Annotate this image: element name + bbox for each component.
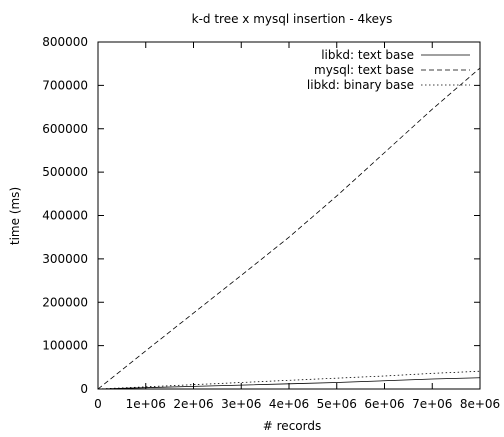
y-tick-label: 0: [80, 382, 88, 396]
y-tick-label: 100000: [42, 339, 88, 353]
x-tick-label: 7e+06: [412, 397, 452, 411]
series-lines: [97, 67, 481, 390]
x-tick-label: 6e+06: [364, 397, 404, 411]
chart-title: k-d tree x mysql insertion - 4keys: [192, 12, 393, 26]
legend-label: mysql: text base: [314, 63, 414, 77]
y-tick-label: 600000: [42, 122, 88, 136]
x-tick-label: 1e+06: [126, 397, 166, 411]
x-axis-label: # records: [263, 419, 321, 432]
y-tick-label: 300000: [42, 252, 88, 266]
legend-label: libkd: text base: [321, 48, 414, 62]
y-tick-label: 400000: [42, 209, 88, 223]
y-tick-label: 700000: [42, 78, 88, 92]
x-tick-label: 3e+06: [221, 397, 261, 411]
x-tick-label: 0: [94, 397, 102, 411]
y-axis-label: time (ms): [8, 187, 22, 245]
y-tick-label: 800000: [42, 35, 88, 49]
x-tick-label: 2e+06: [173, 397, 213, 411]
x-tick-label: 8e+06: [460, 397, 500, 411]
plot-frame: [97, 41, 481, 390]
y-axis-label-group: time (ms): [8, 187, 22, 245]
axis-ticks: 0 1e+06 2e+06 3e+06 4e+06 5e+06 6e+06 7e+06 8e+0…: [42, 35, 500, 411]
x-tick-label: 5e+06: [317, 397, 357, 411]
y-tick-label: 200000: [42, 295, 88, 309]
x-tick-label: 4e+06: [269, 397, 309, 411]
y-tick-label: 500000: [42, 165, 88, 179]
series-line: [97, 67, 481, 390]
series-line: [97, 377, 481, 390]
legend-label: libkd: binary base: [307, 78, 414, 92]
